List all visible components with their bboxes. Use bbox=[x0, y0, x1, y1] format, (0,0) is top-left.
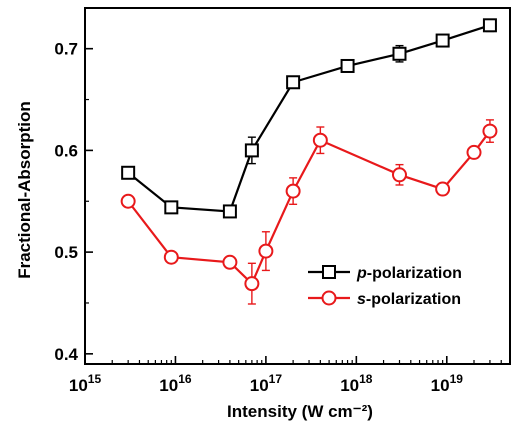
data-point bbox=[121, 165, 136, 180]
data-point bbox=[244, 276, 260, 292]
legend-label: s-polarization bbox=[357, 291, 461, 308]
series-layer bbox=[120, 18, 498, 305]
data-point bbox=[482, 18, 497, 33]
data-point bbox=[340, 58, 355, 73]
legend-item-p-polarization: p-polarization bbox=[308, 265, 462, 282]
data-point bbox=[466, 144, 482, 160]
x-tick-label: 1015 bbox=[69, 372, 102, 395]
legend: p-polarization s-polarization bbox=[308, 265, 462, 308]
data-point bbox=[435, 33, 450, 48]
legend-marker bbox=[321, 290, 337, 306]
y-tick-label: 0.7 bbox=[54, 40, 78, 59]
data-point bbox=[258, 243, 274, 259]
axes: 1015 1016 1017 1018 1019 0.4 0.5 0.6 0.7 bbox=[54, 40, 511, 395]
data-point bbox=[285, 183, 301, 199]
y-tick-label: 0.4 bbox=[54, 345, 78, 364]
series-s-polarization bbox=[120, 119, 498, 305]
data-point bbox=[222, 254, 238, 270]
data-point bbox=[392, 46, 407, 61]
x-tick-label: 1017 bbox=[250, 372, 283, 395]
y-tick-label: 0.5 bbox=[54, 243, 78, 262]
data-point bbox=[286, 75, 301, 90]
series-p-polarization bbox=[121, 18, 497, 219]
data-point bbox=[164, 200, 179, 215]
legend-marker bbox=[322, 265, 336, 279]
data-point bbox=[163, 249, 179, 265]
x-axis-title: Intensity (W cm⁻²) bbox=[227, 402, 373, 421]
x-tick-label: 1016 bbox=[159, 372, 192, 395]
data-point bbox=[244, 143, 259, 158]
series-line bbox=[127, 24, 491, 213]
data-point bbox=[435, 181, 451, 197]
plot-frame bbox=[84, 7, 511, 365]
data-point bbox=[391, 167, 407, 183]
data-point bbox=[312, 132, 328, 148]
legend-item-s-polarization: s-polarization bbox=[308, 290, 461, 308]
legend-label: p-polarization bbox=[356, 265, 462, 282]
x-tick-label: 1019 bbox=[431, 372, 464, 395]
y-axis-title: Fractional-Absorption bbox=[15, 101, 34, 279]
y-tick-label: 0.6 bbox=[54, 141, 78, 160]
x-tick-label: 1018 bbox=[340, 372, 373, 395]
data-point bbox=[482, 123, 498, 139]
data-point bbox=[120, 193, 136, 209]
data-point bbox=[222, 204, 237, 219]
